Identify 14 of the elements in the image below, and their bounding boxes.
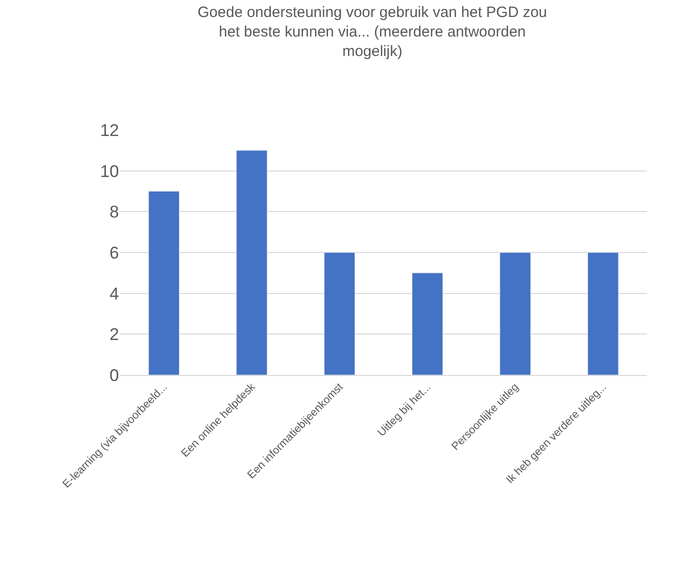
chart-title: Goede ondersteuning voor gebruik van het PGD zou het beste kunnen via... (meerdere antwoorden mogelijk) (198, 4, 548, 60)
y-tick-label: 8 (110, 202, 119, 222)
bar (236, 150, 268, 375)
y-tick-label: 6 (110, 243, 119, 262)
y-tick-label: 12 (100, 120, 119, 140)
bar (587, 252, 619, 375)
bar (148, 191, 180, 375)
y-tick-label: 10 (100, 162, 119, 181)
bar (324, 252, 356, 375)
bar (500, 252, 531, 375)
y-tick-label: 2 (110, 325, 119, 344)
y-tick-label: 4 (110, 284, 119, 304)
bar (412, 272, 444, 375)
y-tick-label: 0 (110, 366, 119, 385)
